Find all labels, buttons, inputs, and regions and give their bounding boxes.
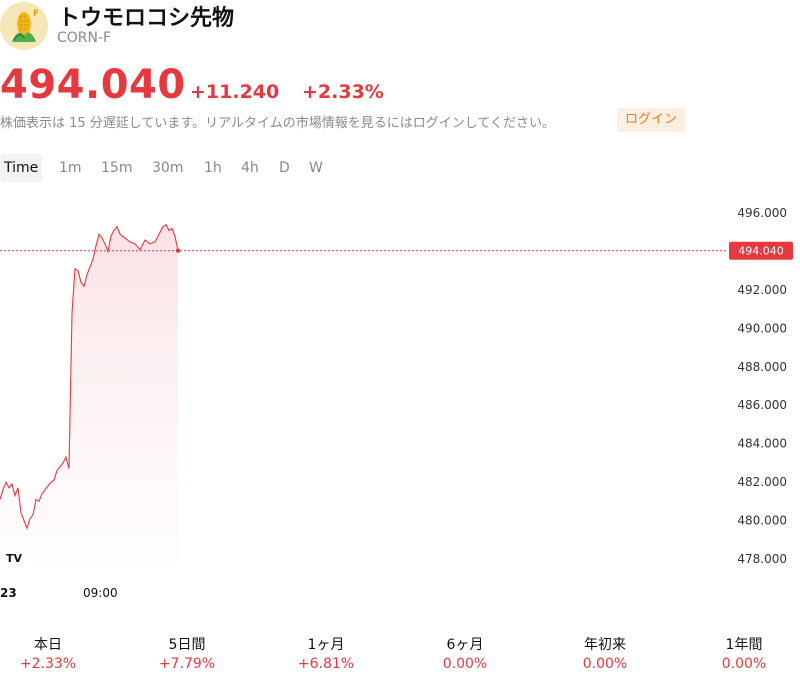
price-chart[interactable]: 496.000 492.000 490.000 488.000 486.000 484.0… bbox=[0, 190, 800, 610]
perf-item-ytd[interactable]: 年初来 0.00% bbox=[545, 634, 665, 672]
y-tick-label: 492.000 bbox=[737, 283, 787, 297]
timeframe-w[interactable]: W bbox=[309, 160, 323, 176]
x-tick-label: 09:00 bbox=[83, 586, 118, 600]
price-change: +11.240 bbox=[190, 81, 280, 103]
perf-item-5d[interactable]: 5日間 +7.79% bbox=[127, 634, 247, 672]
perf-item-6m[interactable]: 6ヶ月 0.00% bbox=[405, 634, 525, 672]
tradingview-watermark: TV bbox=[6, 552, 23, 565]
timeframe-4h[interactable]: 4h bbox=[241, 160, 259, 176]
delay-notice: 株価表示は 15 分遅延しています。リアルタイムの市場情報を見るにはログインして… bbox=[0, 116, 555, 131]
y-tick-label: 488.000 bbox=[737, 360, 787, 374]
y-tick-label: 484.000 bbox=[737, 437, 787, 451]
perf-value: +6.81% bbox=[297, 656, 355, 672]
perf-value: 0.00% bbox=[721, 656, 767, 672]
perf-label: 1ヶ月 bbox=[307, 637, 345, 653]
perf-label: 6ヶ月 bbox=[446, 637, 484, 653]
perf-item-1m[interactable]: 1ヶ月 +6.81% bbox=[266, 634, 386, 672]
timeframe-time[interactable]: Time bbox=[0, 154, 43, 182]
price-line bbox=[0, 223, 179, 530]
perf-label: 5日間 bbox=[168, 637, 206, 653]
timeframe-1h[interactable]: 1h bbox=[204, 160, 222, 176]
price-change-percent: +2.33% bbox=[302, 81, 384, 103]
y-tick-label: 496.000 bbox=[737, 206, 787, 220]
price-area-fill bbox=[0, 224, 178, 562]
login-button[interactable]: ログイン bbox=[617, 108, 686, 132]
tradingview-logo[interactable]: TV bbox=[2, 546, 26, 568]
last-price-label: 494.040 bbox=[738, 245, 784, 258]
perf-label: 本日 bbox=[34, 637, 62, 653]
perf-label: 年初来 bbox=[584, 637, 626, 653]
corn-logo: F bbox=[0, 2, 48, 50]
perf-item-1y[interactable]: 1年間 0.00% bbox=[684, 634, 800, 672]
logo-badge: F bbox=[33, 9, 39, 19]
perf-value: +7.79% bbox=[158, 656, 216, 672]
x-tick-label: 23 bbox=[0, 586, 17, 600]
y-tick-label: 478.000 bbox=[737, 552, 787, 566]
timeframe-30m[interactable]: 30m bbox=[152, 160, 184, 176]
timeframe-1m[interactable]: 1m bbox=[59, 160, 82, 176]
corn-icon: F bbox=[0, 2, 48, 50]
perf-value: +2.33% bbox=[19, 656, 77, 672]
last-price-box bbox=[729, 241, 793, 260]
y-tick-label: 482.000 bbox=[737, 475, 787, 489]
perf-label: 1年間 bbox=[725, 637, 763, 653]
symbol-label: CORN-F bbox=[57, 30, 112, 46]
timeframe-d[interactable]: D bbox=[279, 160, 290, 176]
current-price: 494.040 bbox=[0, 62, 186, 108]
perf-value: 0.00% bbox=[582, 656, 628, 672]
perf-item-today[interactable]: 本日 +2.33% bbox=[0, 634, 108, 672]
y-tick-label: 480.000 bbox=[737, 514, 787, 528]
timeframe-15m[interactable]: 15m bbox=[101, 160, 133, 176]
y-tick-label: 490.000 bbox=[737, 321, 787, 335]
page-title: トウモロコシ先物 bbox=[58, 6, 235, 31]
y-tick-label: 486.000 bbox=[737, 398, 787, 412]
last-price-dot bbox=[175, 248, 181, 253]
perf-value: 0.00% bbox=[442, 656, 488, 672]
